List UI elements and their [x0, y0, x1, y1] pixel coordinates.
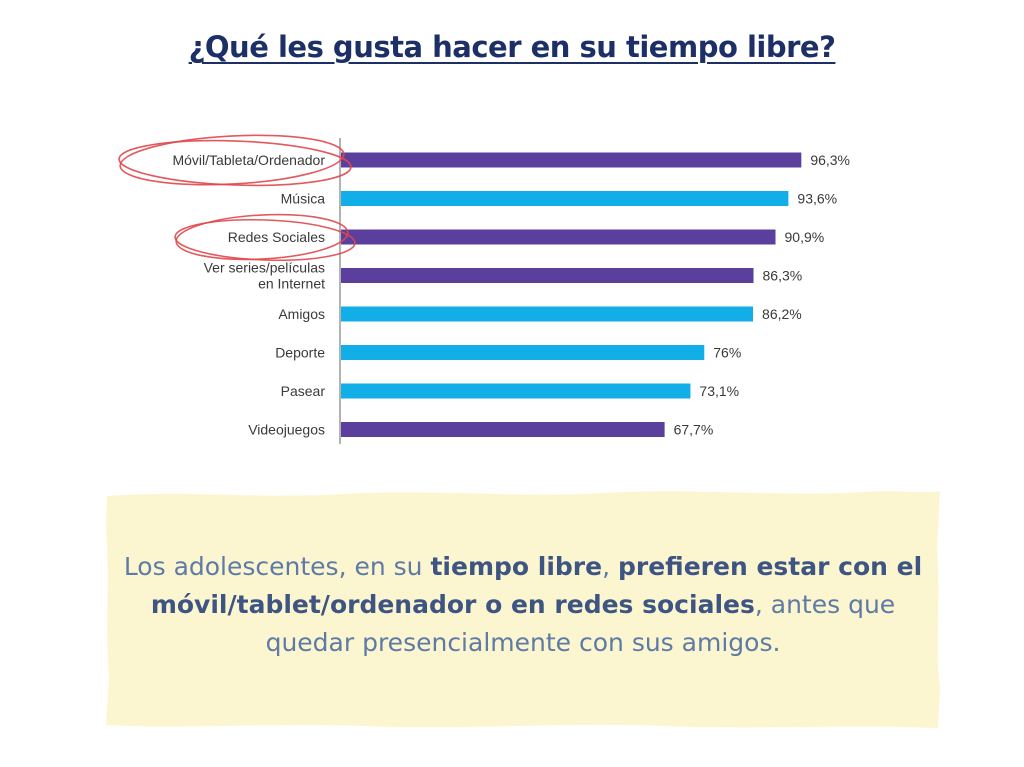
data-label: 90,9% — [785, 229, 825, 245]
note-segment: , antes que quedar presencialmente con s… — [265, 590, 896, 657]
bar — [341, 306, 754, 322]
bar — [341, 345, 705, 360]
category-label: Redes Sociales — [228, 229, 325, 245]
note-emphasis: tiempo libre — [430, 552, 603, 581]
bar-chart: 96,3% Móvil/Tableta/Ordenador 93,6% Música 9… — [118, 134, 850, 444]
highlight-circle — [118, 139, 352, 187]
bar — [341, 268, 754, 283]
category-label: Pasear — [281, 383, 326, 399]
data-label: 86,3% — [763, 268, 803, 284]
category-label: Videojuegos — [248, 422, 325, 438]
category-label: Ver series/películas en Internet — [204, 260, 326, 292]
highlight-circle — [119, 134, 345, 186]
category-label: Música — [281, 191, 326, 207]
data-label: 93,6% — [797, 191, 837, 207]
note-text: Los adolescentes, en su tiempo libre, pr… — [120, 548, 926, 662]
note-segment: , — [602, 552, 618, 581]
data-label: 96,3% — [810, 152, 850, 168]
category-label: Deporte — [275, 345, 325, 361]
highlight-circle — [174, 218, 356, 262]
data-label: 86,2% — [762, 306, 802, 322]
category-label: Amigos — [278, 306, 325, 322]
note-segment: Los adolescentes, en su — [123, 552, 431, 581]
note-emphasis: prefieren estar con el móvil/tablet/orde… — [150, 552, 923, 619]
category-label: Móvil/Tableta/Ordenador — [172, 152, 325, 168]
note-box-background — [106, 491, 940, 728]
bar — [341, 422, 665, 437]
bar — [341, 229, 776, 245]
bar — [341, 152, 802, 168]
data-label: 73,1% — [699, 383, 739, 399]
page-title: ¿Qué les gusta hacer en su tiempo libre? — [188, 30, 836, 64]
bar — [341, 383, 691, 399]
data-label: 76% — [713, 345, 741, 361]
data-label: 67,7% — [674, 422, 714, 438]
bar — [341, 191, 789, 206]
